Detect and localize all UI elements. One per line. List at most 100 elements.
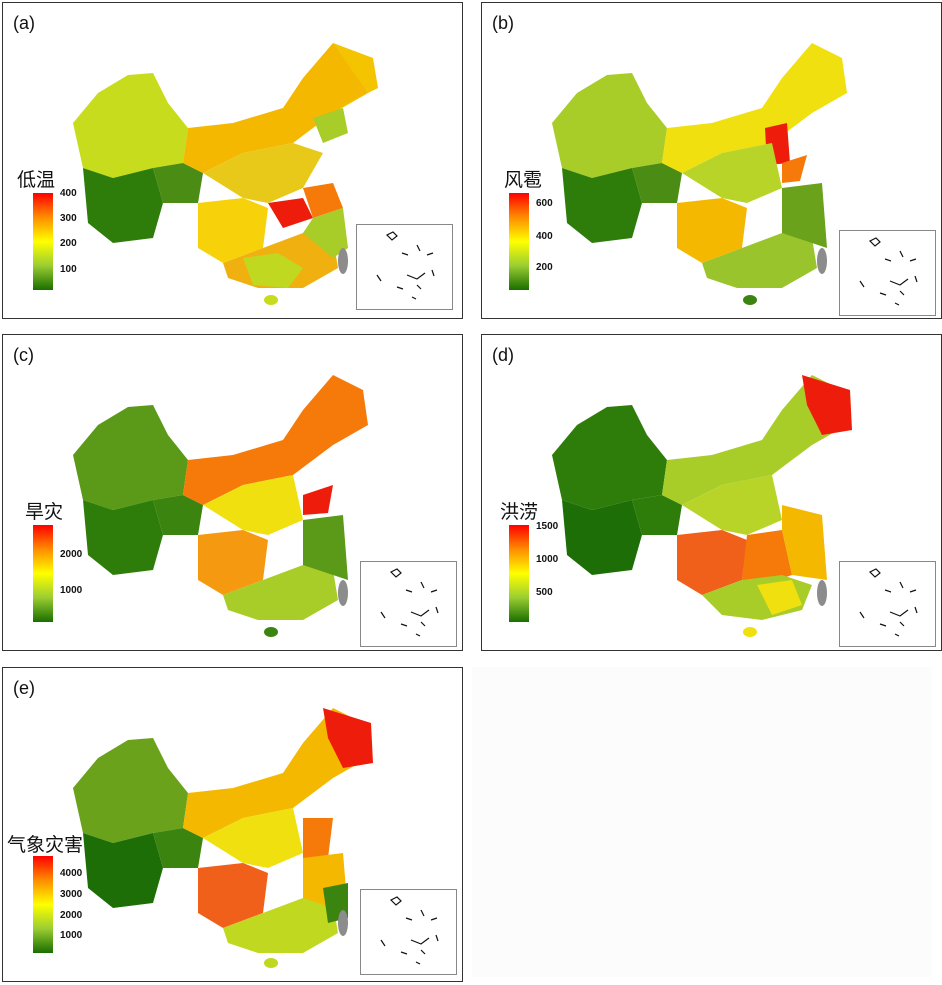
region-central <box>682 475 782 535</box>
panel-e: (e) 气象灾害 4000 3000 2000 1000 <box>2 667 463 982</box>
region-fujian <box>303 208 348 258</box>
region-qinghai <box>153 828 203 868</box>
legend-tick: 400 <box>60 188 77 199</box>
region-north <box>662 43 847 173</box>
panel-label: (a) <box>13 13 35 33</box>
region-sichuan <box>677 198 747 263</box>
panel-b: (b) 风雹 600 400 200 <box>481 2 942 319</box>
region-taiwan <box>817 580 827 606</box>
region-east <box>782 505 827 580</box>
region-central <box>203 808 303 868</box>
region-qinghai <box>632 495 682 535</box>
panel-d: (d) 洪涝 1500 1000 500 <box>481 334 942 651</box>
panel-c: (c) 旱灾 2000 1000 <box>2 334 463 651</box>
region-xinjiang <box>73 738 188 843</box>
legend-colorbar <box>33 856 53 953</box>
panel-label: (c) <box>13 345 34 365</box>
empty-area <box>472 667 932 977</box>
region-guangdong <box>243 253 303 288</box>
region-anhui <box>303 183 343 218</box>
legend-tick: 1000 <box>60 585 83 596</box>
region-south <box>223 565 338 620</box>
region-heilongjiang <box>802 375 852 435</box>
region-qinghai <box>153 163 203 203</box>
china-map <box>73 708 373 968</box>
legend-tick: 100 <box>60 264 77 275</box>
region-taiwan <box>338 910 348 936</box>
region-hainan <box>264 295 278 305</box>
legend-tick: 600 <box>536 198 553 209</box>
region-south <box>702 233 817 288</box>
legend-title: 风雹 <box>504 169 543 191</box>
panel-a: (a) 低温 400 300 200 100 <box>2 2 463 319</box>
region-liaoning <box>313 108 348 143</box>
region-qinghai <box>632 163 682 203</box>
region-taiwan <box>817 248 827 274</box>
region-henan <box>268 198 313 228</box>
region-sichuan <box>198 530 268 595</box>
legend-tick: 300 <box>60 213 77 224</box>
legend-tick: 1000 <box>536 554 559 565</box>
panel-label: (d) <box>492 345 514 365</box>
region-xinjiang <box>552 405 667 510</box>
legend-tick: 1000 <box>60 930 83 941</box>
region-tibet <box>83 168 163 243</box>
region-shandong <box>303 485 333 515</box>
south-china-sea-inset <box>360 889 457 975</box>
legend-tick: 1500 <box>536 521 559 532</box>
legend-tick: 2000 <box>60 549 83 560</box>
region-shandong <box>782 155 807 183</box>
legend-tick: 4000 <box>60 868 83 879</box>
region-tibet <box>562 168 642 243</box>
region-north <box>183 375 368 505</box>
region-hainan <box>264 627 278 637</box>
region-tibet <box>83 833 163 908</box>
region-north <box>183 43 368 173</box>
region-central <box>203 475 303 535</box>
region-taiwan <box>338 248 348 274</box>
legend-tick: 2000 <box>60 910 83 921</box>
china-map <box>73 375 368 637</box>
region-shandong <box>303 818 333 858</box>
region-northeast <box>333 43 378 113</box>
china-map <box>552 375 852 637</box>
legend-colorbar <box>509 193 529 290</box>
legend-colorbar <box>33 525 53 622</box>
region-tibet <box>83 500 163 575</box>
legend-title: 旱灾 <box>25 501 64 523</box>
region-hainan <box>264 958 278 968</box>
region-taiwan <box>338 580 348 606</box>
legend-title: 洪涝 <box>500 501 539 523</box>
region-north <box>183 708 368 838</box>
region-qinghai <box>153 495 203 535</box>
region-hainan <box>743 627 757 637</box>
south-china-sea-inset <box>356 224 453 310</box>
region-hainan <box>743 295 757 305</box>
inset-islands <box>380 568 439 637</box>
south-china-sea-inset <box>839 561 936 647</box>
legend-tick: 200 <box>60 238 77 249</box>
inset-islands <box>859 237 918 306</box>
region-sichuan <box>198 863 268 928</box>
region-heilongjiang <box>323 708 373 768</box>
inset-islands <box>859 568 918 637</box>
region-central <box>203 143 323 203</box>
china-map <box>73 43 378 305</box>
region-central <box>682 143 782 203</box>
region-tibet <box>562 500 642 575</box>
region-hunan <box>742 530 792 585</box>
inset-islands <box>380 896 439 965</box>
region-north <box>662 375 847 505</box>
region-south <box>223 898 338 953</box>
legend-tick: 200 <box>536 262 553 273</box>
panel-label: (e) <box>13 678 35 698</box>
region-east <box>303 515 348 580</box>
region-xinjiang <box>552 73 667 178</box>
inset-islands <box>376 231 435 300</box>
region-guangdong <box>757 580 802 615</box>
south-china-sea-inset <box>360 561 457 647</box>
panel-label: (b) <box>492 13 514 33</box>
legend-tick: 400 <box>536 231 553 242</box>
legend-tick: 3000 <box>60 889 83 900</box>
legend-tick: 500 <box>536 587 553 598</box>
